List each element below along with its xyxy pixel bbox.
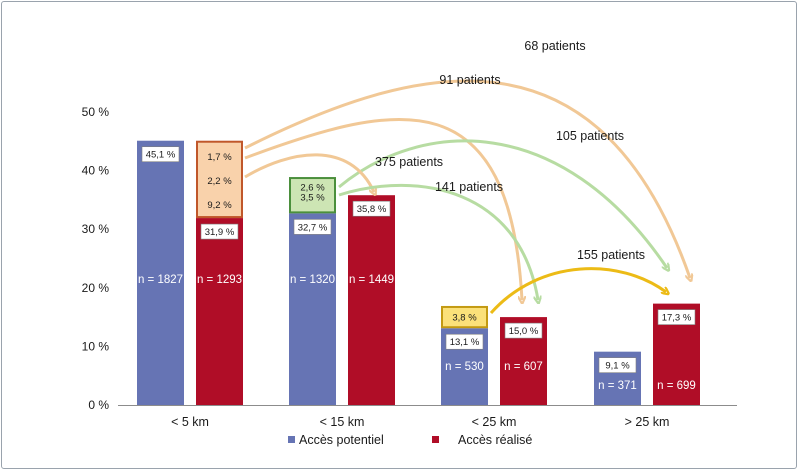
bar-realise (348, 195, 395, 405)
value-label-box (352, 200, 391, 217)
segment-label: 9,2 % (207, 200, 232, 211)
bar-realise (196, 218, 243, 405)
y-tick-label: 50 % (82, 105, 110, 119)
y-axis: 0 % 10 % 20 % 30 % 40 % 50 % (82, 105, 110, 412)
y-tick-label: 10 % (82, 339, 110, 353)
flow-label: 68 patients (524, 39, 585, 53)
value-label: 13,1 % (450, 337, 480, 348)
value-label: 45,1 % (146, 150, 176, 161)
segment-label: 1,7 % (207, 152, 232, 163)
flow-arrow-orange (244, 79, 690, 278)
flow-label: 105 patients (556, 129, 624, 143)
n-label: n = 1827 (138, 274, 183, 286)
n-label: n = 699 (657, 380, 696, 392)
value-label-box (200, 223, 239, 240)
flow-arrow-orange (244, 153, 374, 192)
legend-swatch-potentiel (288, 436, 295, 443)
y-tick-label: 30 % (82, 222, 110, 236)
y-tick-label: 20 % (82, 281, 110, 295)
value-label: 31,9 % (205, 227, 235, 238)
x-tick-label: < 5 km (171, 415, 209, 429)
value-label: 32,7 % (298, 222, 328, 233)
labels: 45,1 % 32,7 % 13,1 % 9,1 % 31,9 % 35,8 % 15,0 … (138, 39, 696, 392)
value-label-box (141, 146, 180, 163)
n-label: n = 530 (445, 361, 484, 373)
flow-arrow-green (338, 139, 667, 268)
bar-potentiel (137, 140, 184, 406)
n-label: n = 1293 (197, 274, 242, 286)
legend: Accès potentiel Accès réalisé (288, 433, 532, 447)
value-label-box (504, 322, 543, 339)
y-tick-label: 40 % (82, 164, 110, 178)
value-label: 9,1 % (605, 361, 630, 372)
segment-label: 2,2 % (207, 176, 232, 187)
segment-orange (196, 140, 243, 219)
segment-label: 2,6 % (300, 183, 325, 194)
x-axis: < 5 km < 15 km < 25 km > 25 km (118, 405, 737, 429)
value-label-box (657, 309, 696, 325)
x-tick-label: > 25 km (625, 415, 670, 429)
value-label-box (293, 219, 332, 235)
segment-label: 3,5 % (300, 192, 325, 203)
legend-label: Accès réalisé (458, 433, 532, 447)
legend-label: Accès potentiel (299, 433, 384, 447)
flow-label: 155 patients (577, 248, 645, 262)
n-label: n = 1320 (290, 274, 335, 286)
value-label: 15,0 % (509, 326, 539, 337)
segment-green (289, 177, 336, 214)
flow-arrow-orange (244, 117, 522, 300)
n-label: n = 1449 (349, 274, 394, 286)
flow-arrow-green (338, 183, 538, 300)
n-label: n = 607 (504, 361, 543, 373)
n-label: n = 371 (598, 380, 637, 392)
y-tick-label: 0 % (88, 398, 109, 412)
flow-label: 141 patients (435, 180, 503, 194)
segment-label: 3,8 % (452, 313, 477, 324)
bar-potentiel (289, 213, 336, 405)
x-tick-label: < 25 km (472, 415, 517, 429)
x-tick-label: < 15 km (320, 415, 365, 429)
flow-arrow-yellow (489, 267, 666, 314)
value-label: 17,3 % (662, 313, 692, 324)
value-label-box (598, 357, 637, 373)
value-label-box (445, 333, 484, 350)
flow-arrows (244, 79, 690, 314)
legend-swatch-realise (432, 436, 439, 443)
stacked-segments: 1,7 % 2,2 % 9,2 % 2,6 %3,5 % 3,8 % (196, 140, 488, 329)
value-label: 35,8 % (357, 204, 387, 215)
flow-label: 91 patients (439, 73, 500, 87)
flow-label: 375 patients (375, 155, 443, 169)
segment-yellow (441, 305, 488, 329)
